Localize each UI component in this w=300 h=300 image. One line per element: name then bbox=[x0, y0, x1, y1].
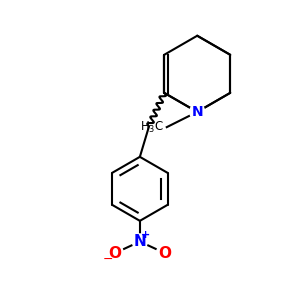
Text: N: N bbox=[191, 105, 203, 119]
Text: H$_3$C: H$_3$C bbox=[140, 120, 164, 135]
Text: N: N bbox=[134, 234, 146, 249]
Text: −: − bbox=[103, 253, 113, 266]
Circle shape bbox=[132, 234, 148, 249]
Text: O: O bbox=[108, 246, 122, 261]
Text: +: + bbox=[141, 230, 151, 241]
Circle shape bbox=[190, 104, 205, 119]
Circle shape bbox=[106, 244, 123, 262]
Circle shape bbox=[156, 244, 173, 262]
Text: O: O bbox=[158, 246, 171, 261]
